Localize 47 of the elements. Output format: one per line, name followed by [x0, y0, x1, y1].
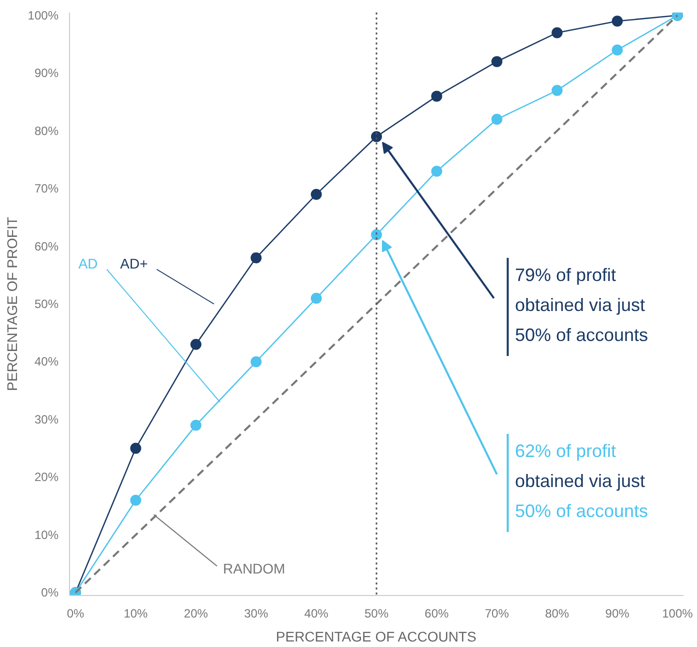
point: [250, 252, 262, 264]
point: [431, 166, 442, 177]
y-tick-label: 90%: [34, 66, 59, 80]
x-tick-label: 20%: [184, 606, 208, 620]
x-tick-label: 50%: [364, 606, 389, 620]
y-tick-label: 50%: [34, 297, 59, 311]
y-tick-label: 20%: [34, 470, 59, 484]
point: [552, 84, 563, 96]
x-tick-label: 30%: [244, 606, 268, 620]
y-tick-label: 10%: [34, 528, 59, 542]
point: [552, 27, 563, 38]
point: [310, 188, 322, 200]
annotation: 62% of profit obtained via just 50% of accounts: [514, 441, 648, 522]
x-tick-label: 0%: [66, 606, 85, 620]
x-tick-label: 10%: [124, 606, 148, 620]
x-axis-title: PERCENTAGE OF ACCOUNTS: [276, 628, 476, 644]
x-tick-label: 100%: [662, 606, 694, 620]
annotation: 79% of profit obtained via just 50% of accounts: [514, 265, 648, 346]
point: [612, 44, 623, 56]
text: RANDOM: [223, 560, 286, 576]
text: AD: [78, 256, 98, 272]
point: [130, 442, 142, 454]
x-tick-label: 70%: [484, 606, 510, 620]
text: AD+: [120, 256, 148, 272]
point: [310, 292, 322, 304]
y-tick-label: 30%: [34, 412, 59, 426]
y-axis-title: PERCENTAGE OF PROFIT: [4, 216, 20, 391]
y-tick-label: 60%: [34, 239, 59, 254]
y-tick-label: 0%: [41, 586, 59, 600]
point: [371, 131, 382, 142]
point: [250, 356, 262, 368]
y-tick-label: 100%: [28, 8, 59, 22]
point: [612, 16, 623, 27]
x-tick-label: 40%: [304, 606, 329, 620]
y-tick-label: 70%: [34, 182, 59, 196]
point: [190, 338, 202, 350]
point: [371, 229, 382, 240]
x-tick-label: 60%: [424, 606, 450, 620]
x-tick-label: 90%: [605, 606, 630, 620]
point: [190, 420, 202, 431]
point: [130, 494, 142, 506]
point: [431, 90, 442, 102]
y-tick-label: 40%: [34, 354, 59, 369]
point: [491, 56, 502, 68]
y-tick-label: 80%: [34, 124, 59, 138]
point: [491, 114, 502, 125]
x-tick-label: 80%: [545, 606, 570, 620]
